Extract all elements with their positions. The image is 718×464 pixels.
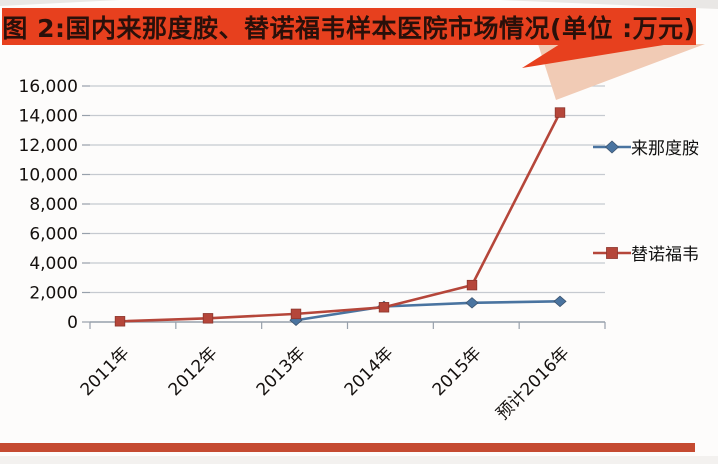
svg-text:4,000: 4,000 [29, 254, 78, 274]
svg-text:2012年: 2012年 [165, 343, 222, 400]
svg-text:0: 0 [67, 313, 78, 333]
svg-text:10,000: 10,000 [19, 166, 78, 186]
square-marker-icon [290, 308, 302, 320]
series-tenofovir [114, 107, 566, 327]
figure-title-banner: 图 2:国内来那度胺、替诺福韦样本医院市场情况(单位 :万元) [2, 8, 696, 45]
square-marker-icon [114, 316, 126, 327]
x-axis-tick-labels: 2011年 2012年 2013年 2014年 2015年 预计2016年 [77, 343, 574, 424]
square-marker-icon [593, 246, 631, 259]
svg-text:8,000: 8,000 [29, 195, 78, 215]
svg-text:12,000: 12,000 [19, 136, 78, 156]
svg-text:14,000: 14,000 [19, 107, 78, 127]
svg-text:6,000: 6,000 [29, 225, 78, 245]
photo-edge-wedge [0, 456, 718, 464]
callout-tail-icon [522, 44, 705, 100]
legend-item-lenalidomide: 来那度胺 [593, 134, 699, 159]
y-axis-tick-labels: 0 2,000 4,000 6,000 8,000 10,000 12,000 14,000 1… [19, 77, 78, 333]
legend-item-tenofovir: 替诺福韦 [593, 240, 699, 265]
square-marker-icon [378, 302, 390, 313]
gridlines [82, 85, 605, 323]
photo-edge-wedge [0, 0, 120, 6]
diamond-marker-icon [553, 295, 567, 308]
legend-label: 替诺福韦 [631, 245, 699, 265]
square-marker-icon [466, 279, 478, 291]
diamond-marker-icon [593, 139, 631, 154]
svg-text:2015年: 2015年 [429, 343, 486, 400]
square-marker-icon [202, 313, 214, 324]
svg-text:16,000: 16,000 [19, 77, 78, 97]
footer-red-stripe [0, 443, 695, 452]
svg-text:2,000: 2,000 [29, 284, 78, 304]
figure-title: 图 2:国内来那度胺、替诺福韦样本医院市场情况(单位 :万元) [2, 13, 696, 43]
svg-text:2011年: 2011年 [77, 343, 134, 400]
diamond-marker-icon [465, 297, 479, 309]
photo-edge-wedge [500, 0, 718, 9]
legend-label: 来那度胺 [631, 139, 699, 159]
svg-text:2014年: 2014年 [341, 343, 398, 400]
svg-text:2013年: 2013年 [253, 343, 310, 400]
svg-text:预计2016年: 预计2016年 [493, 343, 574, 424]
square-marker-icon [554, 107, 566, 118]
